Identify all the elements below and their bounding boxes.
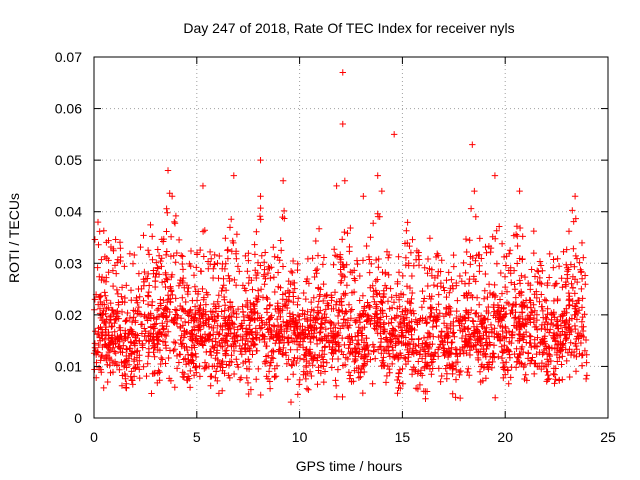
roti-outlier-point — [199, 182, 207, 190]
roti-outlier-point — [360, 193, 367, 200]
chart-title: Day 247 of 2018, Rate Of TEC Index for r… — [183, 20, 514, 36]
roti-outlier-point — [516, 187, 523, 195]
roti-outlier-point — [390, 131, 398, 138]
roti-outlier-point — [257, 193, 264, 200]
y-tick-label: 0.06 — [55, 101, 82, 117]
data-points — [90, 69, 591, 406]
plot-frame — [93, 56, 609, 419]
x-tick-label: 15 — [395, 429, 411, 445]
x-tick-label: 25 — [600, 429, 616, 445]
y-axis-title: ROTI / TECUs — [6, 193, 22, 283]
y-tick-label: 0.01 — [55, 358, 82, 374]
roti-outlier-point — [378, 187, 386, 195]
roti-outlier-point — [168, 193, 176, 200]
roti-outlier-point — [339, 120, 346, 128]
roti-outlier-point — [230, 172, 238, 179]
roti-outlier-point — [374, 172, 381, 179]
roti-outlier-point — [164, 167, 172, 174]
roti-outlier-point — [279, 177, 287, 184]
roti-outlier-point — [571, 193, 579, 200]
y-tick-label: 0.04 — [55, 204, 82, 220]
x-tick-label: 0 — [90, 429, 98, 445]
x-tick-label: 20 — [497, 429, 513, 445]
roti-outlier-point — [333, 182, 340, 190]
x-axis-title: GPS time / hours — [296, 458, 403, 474]
x-tick-label: 5 — [193, 429, 201, 445]
roti-outlier-point — [491, 172, 499, 179]
roti-outlier-point — [257, 156, 264, 164]
y-tick-label: 0.07 — [55, 49, 82, 65]
y-tick-label: 0.03 — [55, 255, 82, 271]
roti-point-cloud — [90, 190, 591, 406]
roti-outlier-point — [471, 187, 478, 195]
roti-outlier-point — [341, 177, 349, 184]
x-tick-label: 10 — [292, 429, 308, 445]
axis-ticks: 0 0.01 0.02 0.03 0.04 0.05 0.06 0.07 0 5 10 15 20 25 — [55, 49, 616, 445]
roti-outlier-point — [469, 141, 476, 148]
y-tick-label: 0.05 — [55, 152, 82, 168]
y-tick-label: 0.02 — [55, 307, 82, 323]
roti-outlier-point — [339, 69, 346, 76]
y-tick-label: 0 — [74, 410, 82, 426]
